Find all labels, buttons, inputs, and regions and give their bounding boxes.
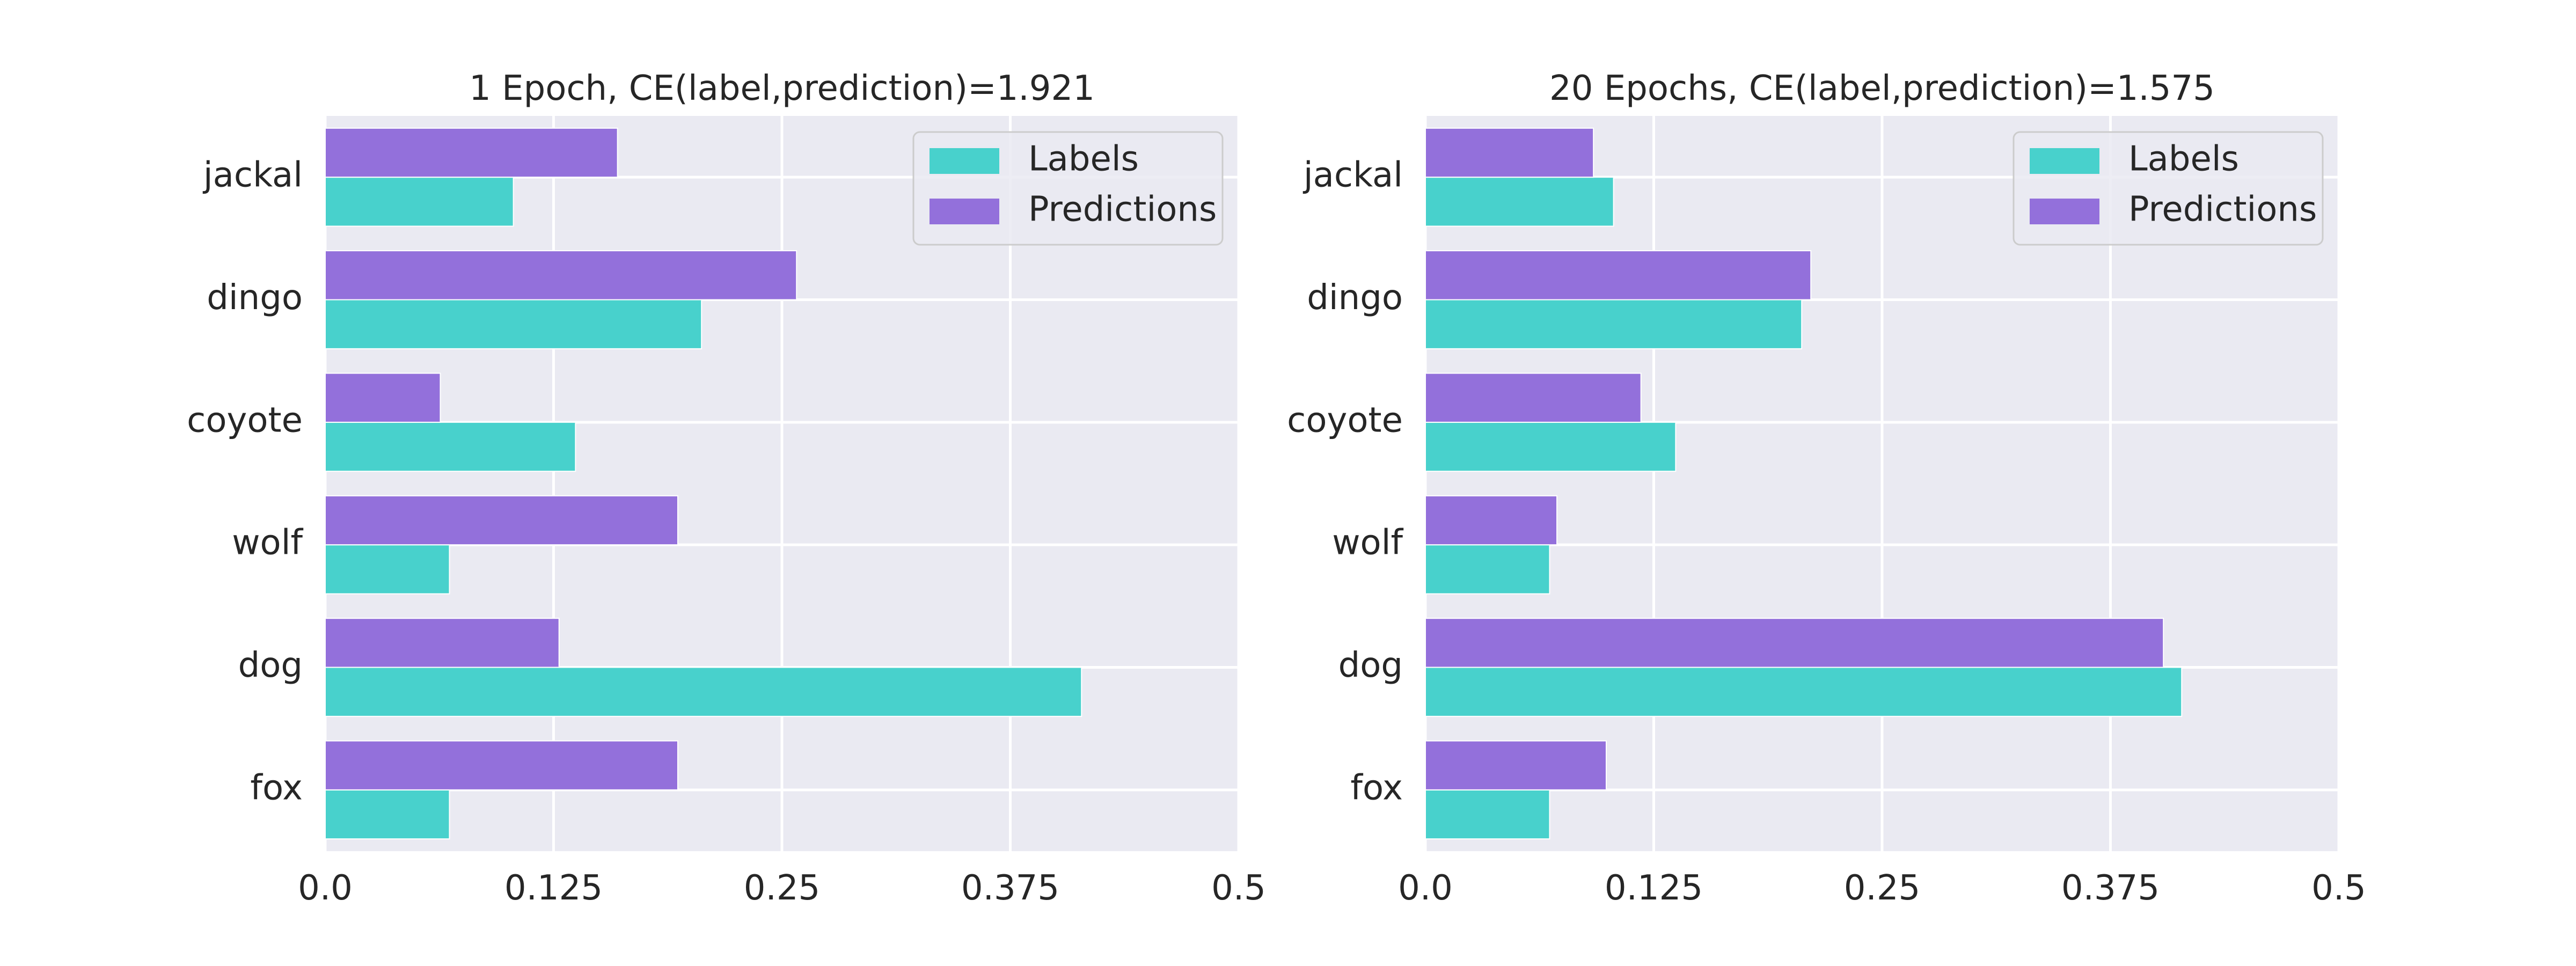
legend-label-labels: Labels [1028, 140, 1139, 179]
category-label-jackal: jackal [202, 156, 303, 195]
category-label-jackal: jackal [1302, 156, 1403, 195]
x-tick-label: 0.0 [1398, 868, 1453, 908]
x-tick-label: 0.125 [1605, 868, 1703, 908]
label-bar-jackal [325, 177, 514, 227]
prediction-bar-jackal [1425, 127, 1594, 178]
chart-title: 20 Epochs, CE(label,prediction)=1.575 [1549, 69, 2215, 108]
prediction-bar-jackal [325, 127, 618, 178]
label-bar-coyote [325, 421, 576, 472]
x-tick-label: 0.125 [504, 868, 603, 908]
category-label-dingo: dingo [207, 278, 303, 318]
prediction-bar-dingo [325, 250, 797, 301]
category-label-coyote: coyote [187, 400, 303, 440]
label-bar-wolf [325, 544, 450, 595]
x-tick-label: 0.25 [744, 868, 821, 908]
chart-1-epoch: fox dog wolf coyote dingo jackal 0.0 0.125 0.25 0… [187, 69, 1266, 908]
label-bar-jackal [1425, 177, 1614, 227]
category-label-dog: dog [1338, 646, 1403, 685]
category-label-dingo: dingo [1307, 278, 1403, 318]
category-label-wolf: wolf [1332, 523, 1403, 563]
category-label-fox: fox [250, 768, 303, 808]
legend-label-predictions: Predictions [1028, 190, 1217, 230]
x-tick-label: 0.5 [1211, 868, 1266, 908]
category-label-wolf: wolf [232, 523, 303, 563]
label-bar-dingo [325, 299, 702, 349]
prediction-bar-dog [325, 618, 560, 668]
label-bar-dingo [1425, 299, 1803, 349]
x-tick-label: 0.0 [298, 868, 353, 908]
chart-title: 1 Epoch, CE(label,prediction)=1.921 [469, 69, 1095, 108]
legend: Labels Predictions [912, 131, 1224, 246]
label-bar-coyote [1425, 421, 1677, 472]
prediction-bar-dingo [1425, 250, 1812, 301]
prediction-bar-wolf [325, 495, 678, 546]
prediction-bar-coyote [325, 372, 441, 423]
prediction-bar-fox [325, 740, 678, 791]
prediction-bar-coyote [1425, 372, 1642, 423]
x-tick-label: 0.25 [1844, 868, 1921, 908]
x-tick-label: 0.375 [2061, 868, 2160, 908]
x-tick-label: 0.375 [961, 868, 1059, 908]
label-bar-fox [1425, 789, 1550, 840]
legend: Labels Predictions [2012, 131, 2324, 246]
label-bar-dog [1425, 667, 2183, 717]
x-tick-label: 0.5 [2311, 868, 2366, 908]
legend-label-labels: Labels [2128, 140, 2239, 179]
legend-swatch-predictions [2030, 199, 2099, 224]
legend-swatch-labels [2030, 148, 2099, 174]
category-label-fox: fox [1350, 768, 1403, 808]
category-label-dog: dog [238, 646, 303, 685]
label-bar-wolf [1425, 544, 1550, 595]
prediction-bar-dog [1425, 618, 2164, 668]
label-bar-dog [325, 667, 1082, 717]
label-bar-fox [325, 789, 450, 840]
category-label-coyote: coyote [1287, 400, 1403, 440]
legend-swatch-labels [930, 148, 999, 174]
prediction-bar-fox [1425, 740, 1607, 791]
chart-20-epochs: fox dog wolf coyote dingo jackal 0.0 0.125 0.25 0… [1287, 69, 2366, 908]
prediction-bar-wolf [1425, 495, 1558, 546]
legend-label-predictions: Predictions [2128, 190, 2317, 230]
legend-swatch-predictions [930, 199, 999, 224]
